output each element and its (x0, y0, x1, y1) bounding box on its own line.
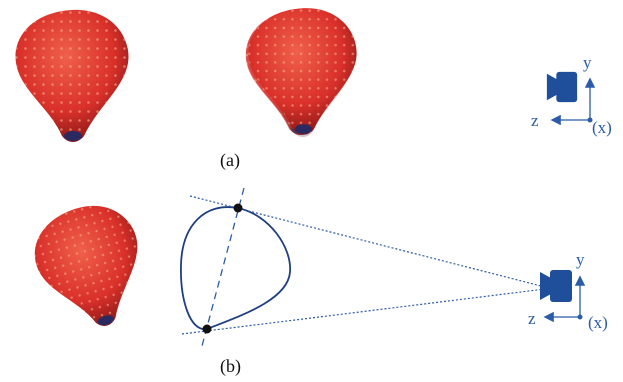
panel-a: y z (x) (a) (16, 8, 612, 171)
x-label: (x) (588, 313, 608, 332)
strawberry (16, 10, 129, 142)
strawberry (25, 195, 156, 339)
origin (578, 315, 583, 320)
camera-icon (540, 270, 572, 302)
z-label: z (528, 309, 536, 328)
z-label: z (531, 111, 539, 130)
x-label: (x) (592, 118, 612, 137)
panel-b: y z (x) (b) (25, 188, 608, 377)
y-label: y (576, 250, 585, 269)
camera-icon (547, 72, 577, 102)
y-label: y (583, 53, 592, 72)
tangent-point (203, 325, 212, 334)
strawberry-stack (246, 8, 357, 137)
tangent-point (234, 204, 243, 213)
contour (181, 207, 290, 329)
panel-label: (a) (220, 150, 240, 171)
figure: y z (x) (a) y z (x) (b) (0, 0, 623, 382)
tangent-line (182, 289, 545, 334)
panel-label: (b) (220, 356, 241, 377)
